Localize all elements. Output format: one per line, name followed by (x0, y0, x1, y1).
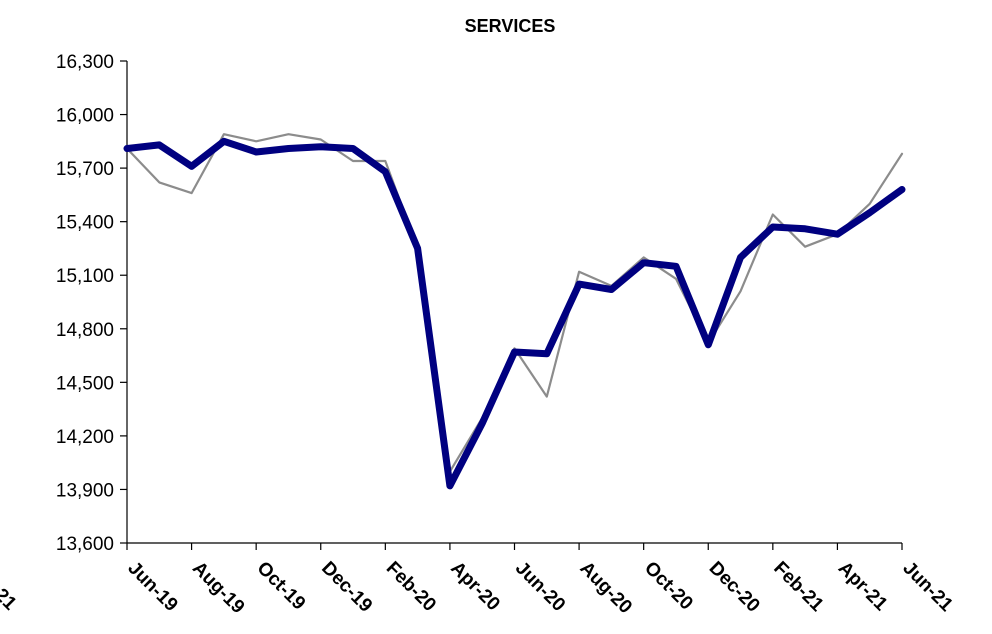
x-tick-label: Jun-19 (123, 558, 181, 616)
x-tick-label: Jun-20 (511, 558, 569, 616)
y-tick-label: 15,400 (56, 213, 114, 234)
series-line-navy (123, 137, 906, 490)
x-tick-label-partial: 21 (0, 585, 21, 615)
x-tick-label: Feb-21 (769, 558, 827, 616)
y-tick-label: 14,800 (56, 320, 114, 341)
x-axis: Jun-19 Aug-19 Oct-19 Dec-19 Feb-20 Apr-20 Jun-… (0, 542, 957, 618)
x-tick-label: Dec-20 (705, 558, 764, 617)
x-tick-label: Oct-19 (253, 558, 310, 615)
x-tick-label: Feb-20 (382, 558, 440, 616)
chart-title: SERVICES (465, 16, 556, 36)
y-tick-label: 15,700 (56, 159, 114, 180)
y-tick-label: 13,600 (56, 534, 114, 555)
y-tick-label: 14,200 (56, 427, 114, 448)
y-tick-label: 13,900 (56, 480, 114, 501)
x-tick-label: Aug-19 (188, 558, 248, 618)
x-tick-label: Aug-20 (576, 558, 636, 618)
x-tick-label: Apr-20 (446, 558, 503, 615)
x-tick-label: Oct-20 (640, 558, 697, 615)
y-tick-label: 15,100 (56, 266, 114, 287)
y-axis: 13,600 13,900 14,200 14,500 14,800 15,100 15,4… (56, 52, 128, 555)
y-tick-label: 14,500 (56, 373, 114, 394)
x-tick-label: Dec-19 (317, 558, 376, 617)
series-line-gray (125, 133, 904, 473)
x-tick-label: Jun-21 (898, 558, 956, 616)
x-tick-label: Apr-21 (834, 558, 892, 616)
y-tick-label: 16,000 (56, 106, 114, 127)
series-layer (123, 133, 906, 490)
y-tick-label: 16,300 (56, 52, 114, 73)
